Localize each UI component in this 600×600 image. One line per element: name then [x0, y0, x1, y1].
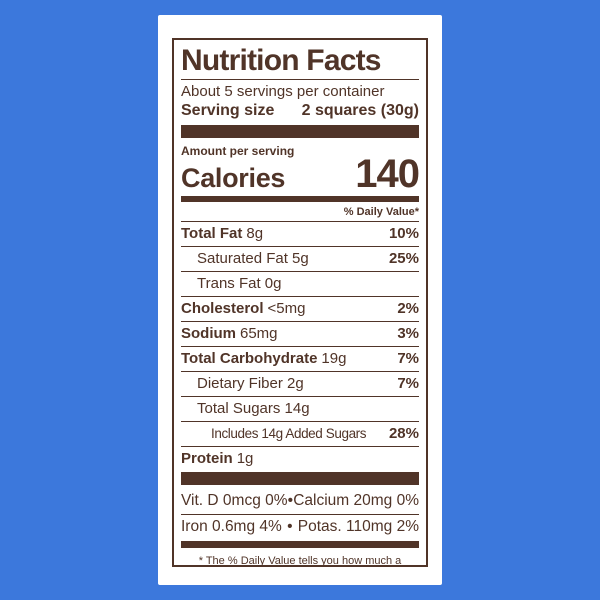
serving-size-value: 2 squares (30g) — [301, 102, 419, 120]
nutrient-row-sodium: Sodium 65mg 3% — [181, 322, 419, 348]
micronutrient-right: Calcium 20mg 0% — [293, 492, 419, 510]
nutrient-amount: 8g — [246, 225, 264, 243]
nutrition-label-card: Nutrition Facts About 5 servings per con… — [158, 15, 442, 585]
nutrient-name: Cholesterol — [181, 300, 264, 318]
nutrient-amount: Saturated Fat 5g — [197, 250, 309, 268]
nutrient-name: Sodium — [181, 325, 236, 343]
nutrient-dv: 3% — [397, 325, 419, 343]
nutrient-row-cholesterol: Cholesterol <5mg 2% — [181, 297, 419, 323]
nutrient-amount: 65mg — [240, 325, 278, 343]
nutrient-row-trans-fat: Trans Fat 0g — [181, 272, 419, 298]
nutrient-dv: 7% — [397, 375, 419, 393]
micronutrient-row-vitd-calcium: Vit. D 0mcg 0% • Calcium 20mg 0% — [181, 489, 419, 516]
daily-value-footnote: * The % Daily Value tells you how much a… — [181, 552, 419, 567]
nutrient-row-dietary-fiber: Dietary Fiber 2g 7% — [181, 372, 419, 398]
nutrient-dv: 7% — [397, 350, 419, 368]
nutrition-facts-title: Nutrition Facts — [181, 44, 419, 81]
nutrient-name: Total Carbohydrate — [181, 350, 318, 368]
divider-bar-medium — [181, 196, 419, 203]
footnote-line: * The % Daily Value tells you how much a… — [198, 555, 402, 567]
nutrient-row-saturated-fat: Saturated Fat 5g 25% — [181, 247, 419, 273]
nutrient-amount: 1g — [236, 450, 254, 468]
micronutrient-left: Vit. D 0mcg 0% — [181, 492, 288, 510]
divider-bar-thick-top — [181, 125, 419, 139]
bullet-separator: • — [287, 492, 294, 510]
calories-row: Calories 140 — [181, 152, 420, 197]
nutrient-amount: Total Sugars 14g — [197, 400, 310, 418]
divider-bar-small — [181, 541, 419, 549]
divider-bar-thick-bottom — [181, 472, 419, 486]
nutrient-name: Total Fat — [181, 225, 243, 243]
serving-size-label: Serving size — [181, 102, 275, 120]
serving-size-row: Serving size 2 squares (30g) — [181, 101, 419, 124]
nutrient-amount: Trans Fat 0g — [197, 275, 282, 293]
nutrient-row-added-sugars: Includes 14g Added Sugars 28% — [181, 422, 419, 448]
nutrient-row-total-sugars: Total Sugars 14g — [181, 397, 419, 423]
nutrient-row-total-carbohydrate: Total Carbohydrate 19g 7% — [181, 347, 419, 373]
amount-per-serving-label: Amount per serving — [181, 144, 295, 159]
nutrient-dv: 2% — [397, 300, 419, 318]
nutrient-amount: Includes 14g Added Sugars — [211, 426, 367, 442]
nutrient-dv: 25% — [388, 250, 419, 268]
nutrient-amount: Dietary Fiber 2g — [197, 375, 304, 393]
nutrient-dv: 10% — [388, 225, 419, 243]
calories-value: 140 — [355, 152, 420, 197]
bullet-separator: • — [287, 518, 293, 536]
nutrient-amount: 19g — [321, 350, 347, 368]
calories-label: Calories — [181, 163, 286, 194]
nutrient-amount: <5mg — [267, 300, 306, 318]
micronutrient-right: Potas. 110mg 2% — [297, 518, 419, 536]
nutrition-facts-panel: Nutrition Facts About 5 servings per con… — [172, 38, 428, 567]
nutrient-dv: 28% — [388, 425, 419, 443]
nutrient-row-protein: Protein 1g — [181, 447, 419, 471]
micronutrient-left: Iron 0.6mg 4% — [181, 518, 282, 536]
daily-value-header: % Daily Value* — [181, 202, 419, 223]
servings-per-container: About 5 servings per container — [181, 83, 385, 101]
nutrient-row-total-fat: Total Fat 8g 10% — [181, 222, 419, 248]
nutrient-name: Protein — [181, 450, 233, 468]
micronutrient-row-iron-potassium: Iron 0.6mg 4% • Potas. 110mg 2% — [181, 515, 419, 540]
